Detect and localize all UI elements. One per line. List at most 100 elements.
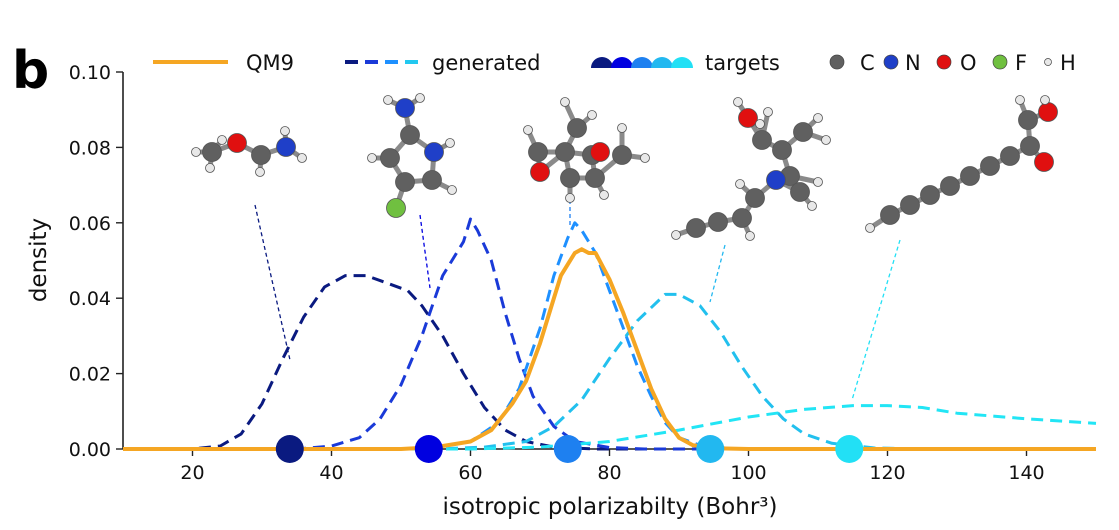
atom-C [1020, 136, 1040, 156]
series-qm9-line [123, 247, 1096, 451]
legend-target-swatch [611, 57, 633, 68]
atom-C [560, 168, 580, 188]
atom-C [1000, 146, 1020, 166]
atom-C [251, 145, 271, 165]
atom-C [555, 142, 575, 162]
series-generated-line [123, 404, 1097, 451]
atom-C [745, 188, 765, 208]
atom-H [599, 190, 609, 200]
atom-C [708, 212, 728, 232]
target-marker [696, 435, 725, 463]
legend-atom-O-dot [936, 54, 952, 70]
atom-H [565, 193, 575, 203]
atom-H [1040, 95, 1050, 105]
atom-C [567, 118, 587, 138]
legend-atom-C-dot [829, 54, 845, 70]
x-tick-label: 80 [597, 462, 621, 484]
atom-H [445, 138, 455, 148]
atom-C [940, 176, 960, 196]
legend-qm9-label: QM9 [246, 51, 294, 75]
y-axis-title: density [26, 218, 52, 302]
series-layer [123, 217, 1097, 451]
atom-C [900, 195, 920, 215]
atom-O [590, 142, 610, 162]
atom-H [807, 201, 817, 211]
y-tick-label: 0.08 [69, 137, 111, 159]
atom-H [813, 113, 823, 123]
target-marker [414, 435, 443, 463]
atom-H [640, 153, 650, 163]
atom-C [202, 142, 222, 162]
atom-H [217, 135, 227, 145]
legend: QM9 generated targets C N O F H [153, 51, 1076, 75]
molecule-3 [523, 97, 650, 203]
atom-H [523, 125, 533, 135]
callout-line [254, 204, 291, 361]
atom-H [813, 177, 823, 187]
atom-H [447, 185, 457, 195]
atom-H [191, 147, 201, 157]
atom-H [755, 119, 765, 129]
atom-O [1038, 102, 1058, 122]
atom-C [400, 125, 420, 145]
atom-C [920, 185, 940, 205]
legend-atom-H-label: H [1060, 51, 1076, 75]
y-tick-label: 0.10 [69, 62, 111, 84]
callout-line [419, 214, 431, 289]
legend-target-swatch [671, 57, 693, 68]
atom-H [367, 153, 377, 163]
atom-C [772, 140, 792, 160]
atom-O [1034, 152, 1054, 172]
molecule-5 [865, 95, 1058, 233]
atom-C [790, 182, 810, 202]
legend-atom-F-label: F [1015, 51, 1027, 75]
molecule-callouts [254, 200, 901, 401]
legend-target-swatch [651, 57, 673, 68]
series-generated-line [123, 292, 1096, 451]
atom-C [960, 166, 980, 186]
atom-C [793, 122, 813, 142]
atom-N [424, 142, 444, 162]
atom-H [617, 123, 627, 133]
atom-O [530, 162, 550, 182]
atom-H [205, 163, 215, 173]
atom-N [395, 98, 415, 118]
target-marker [275, 435, 304, 463]
x-tick-label: 120 [869, 462, 905, 484]
atom-H [745, 231, 755, 241]
molecule-1 [191, 126, 307, 177]
atom-H [735, 179, 745, 189]
legend-atom-H-dot [1044, 58, 1052, 66]
molecule-4 [671, 97, 831, 241]
target-marker [553, 435, 582, 463]
x-tick-label: 60 [458, 462, 482, 484]
targets-layer [275, 435, 864, 463]
y-tick-label: 0.02 [69, 364, 111, 386]
legend-atom-C-label: C [860, 51, 875, 75]
atom-C [422, 170, 442, 190]
atom-C [980, 156, 1000, 176]
series-generated-line [123, 221, 1096, 451]
molecule-images [191, 93, 1058, 241]
callout-line [851, 239, 901, 401]
atom-O [227, 133, 247, 153]
x-axis-title: isotropic polarizabilty (Bohr³) [443, 494, 778, 520]
atom-H [560, 97, 570, 107]
atom-H [671, 230, 681, 240]
legend-atom-N-label: N [905, 51, 921, 75]
y-tick-label: 0.00 [69, 439, 111, 461]
atom-H [1015, 95, 1025, 105]
atom-C [528, 142, 548, 162]
atom-H [280, 126, 290, 136]
callout-line [709, 244, 726, 303]
series-generated-line [123, 217, 1096, 451]
atom-H [383, 95, 393, 105]
atom-C [732, 208, 752, 228]
atom-O [738, 108, 758, 128]
atom-N [276, 137, 296, 157]
y-tick-label: 0.06 [69, 213, 111, 235]
axes: 20 40 60 80 100 120 140 0.00 0.02 0.04 0.06 0.08 0.1… [69, 62, 1096, 484]
atom-C [1018, 110, 1038, 130]
